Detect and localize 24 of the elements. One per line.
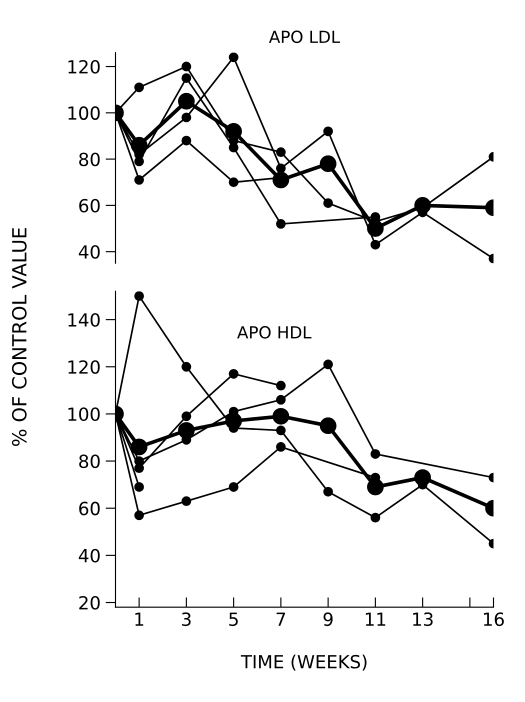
y-tick-label: 100: [68, 106, 100, 120]
x-axis-title: TIME (WEEKS): [240, 654, 367, 671]
x-tick-label: 11: [366, 612, 386, 626]
y-tick-label: 20: [79, 596, 100, 610]
x-tick-label: 3: [182, 612, 191, 626]
y-tick-label: 60: [79, 198, 100, 213]
x-tick-label: 9: [324, 612, 333, 626]
y-axis-title: % OF CONTROL VALUE: [12, 228, 27, 446]
text: APO HDL: [237, 326, 312, 339]
y-tick-label: 40: [78, 548, 100, 562]
y-tick-label: 60: [79, 502, 100, 516]
y-tick-label: 80: [79, 152, 100, 166]
y-tick-label: 120: [68, 360, 100, 374]
x-tick-label: 13: [413, 612, 433, 626]
y-tick-label: 120: [68, 60, 100, 74]
x-tick-label: 7: [276, 612, 286, 626]
y-tick-label: 40: [78, 245, 100, 259]
chart-title: APO LDL: [268, 30, 340, 44]
x-tick-label: 1: [135, 612, 144, 626]
y-tick-label: 100: [68, 407, 100, 422]
y-tick-label: 140: [68, 313, 100, 327]
x-tick-label: 16: [484, 612, 504, 626]
y-tick-label: 80: [79, 454, 100, 468]
x-tick-label: 5: [229, 612, 238, 626]
